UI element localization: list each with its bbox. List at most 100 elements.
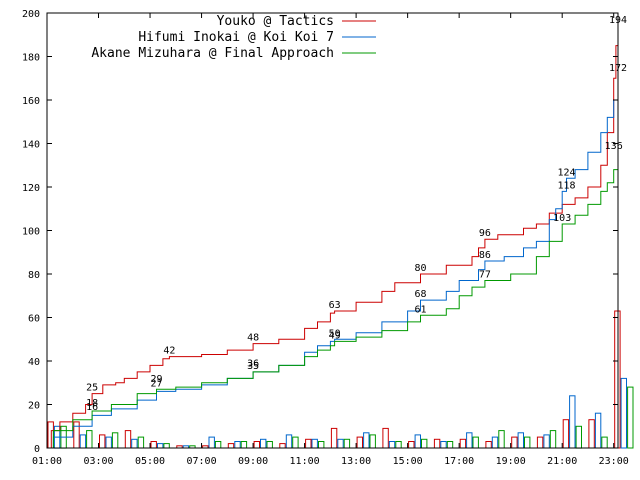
hourly-bar <box>620 377 627 449</box>
x-tick-label: 21:00 <box>547 456 577 467</box>
hourly-bar <box>47 421 54 449</box>
hourly-bar <box>498 430 505 449</box>
x-tick-label: 17:00 <box>444 456 474 467</box>
point-label: 136 <box>605 141 623 152</box>
hourly-bar <box>253 441 261 449</box>
plot-frame <box>46 12 619 449</box>
series-line-2 <box>47 73 619 449</box>
hourly-bar <box>124 430 132 449</box>
hourly-bar <box>86 430 93 449</box>
hourly-bar <box>575 425 582 449</box>
hourly-bar <box>227 443 235 449</box>
x-tick-label: 13:00 <box>341 456 371 467</box>
y-tick-label: 100 <box>22 227 40 238</box>
hourly-bar <box>234 441 241 449</box>
hourly-bar <box>421 438 428 449</box>
hourly-bar <box>459 438 467 449</box>
y-tick-label: 180 <box>22 53 40 64</box>
hourly-bar <box>240 441 248 449</box>
legend-label: Youko @ Tactics <box>217 14 334 29</box>
point-label: 96 <box>479 228 491 239</box>
x-tick-label: 11:00 <box>290 456 320 467</box>
hourly-bar <box>208 436 215 449</box>
hourly-bar <box>433 438 441 449</box>
y-tick-label: 0 <box>34 444 40 455</box>
hourly-bar <box>601 436 608 449</box>
point-label: 68 <box>414 289 426 300</box>
x-tick-label: 01:00 <box>32 456 62 467</box>
hourly-bar <box>414 434 422 449</box>
hourly-bar <box>356 436 364 449</box>
series-line-3 <box>47 152 619 449</box>
hourly-bar <box>491 436 499 449</box>
hourly-bar <box>214 441 222 449</box>
legend-label: Akane Mizuhara @ Final Approach <box>91 46 334 61</box>
hourly-bar <box>105 436 112 449</box>
hourly-bar <box>627 386 634 449</box>
hourly-bar <box>163 443 170 449</box>
point-label: 80 <box>414 263 426 274</box>
hourly-bar <box>157 443 164 449</box>
y-tick-label: 20 <box>28 401 40 412</box>
hourly-bar <box>305 438 312 449</box>
y-tick-label: 60 <box>28 314 40 325</box>
point-label: 86 <box>479 250 491 261</box>
hourly-bar <box>266 441 273 449</box>
x-tick-label: 07:00 <box>187 456 217 467</box>
hourly-bar <box>549 430 557 449</box>
x-tick-label: 19:00 <box>496 456 526 467</box>
hourly-bar <box>485 441 492 449</box>
x-tick-label: 09:00 <box>238 456 268 467</box>
y-tick-label: 40 <box>28 357 40 368</box>
point-label: 36 <box>247 359 259 370</box>
hourly-bar <box>330 427 338 449</box>
hourly-bar <box>524 436 531 449</box>
point-label: 42 <box>163 346 175 357</box>
x-tick-label: 05:00 <box>135 456 165 467</box>
y-tick-label: 140 <box>22 140 40 151</box>
hourly-bar <box>137 436 145 449</box>
hourly-bar <box>343 438 351 449</box>
point-label: 16 <box>86 402 98 413</box>
y-tick-label: 160 <box>22 96 40 107</box>
y-tick-label: 80 <box>28 270 40 281</box>
axes: 0 20 40 60 80 100 120 140 160 180 200 01:00 03:00 05:… <box>22 9 629 467</box>
hourly-bar <box>369 434 376 449</box>
hourly-bar <box>446 441 454 449</box>
hourly-bar <box>382 427 389 449</box>
point-label: 29 <box>150 374 162 385</box>
point-label: 49 <box>329 330 341 341</box>
hourly-bar <box>260 438 267 449</box>
plot-area: 2542486380961941829365068861241721627354… <box>47 15 634 449</box>
point-label: 61 <box>414 304 426 315</box>
hourly-bar <box>395 441 402 449</box>
hourly-bar <box>311 438 318 449</box>
point-label: 63 <box>329 300 341 311</box>
hourly-bar <box>472 436 479 449</box>
hourly-bar <box>388 441 396 449</box>
hourly-bar <box>511 436 518 449</box>
y-tick-label: 200 <box>22 9 40 20</box>
hourly-bar <box>408 441 415 449</box>
hourly-bar <box>543 434 550 449</box>
series-line-1 <box>47 26 619 449</box>
hourly-bar <box>440 441 447 449</box>
y-tick-label: 120 <box>22 183 40 194</box>
point-label: 18 <box>86 398 98 409</box>
hourly-bar <box>466 432 473 449</box>
point-label: 124 <box>557 167 575 178</box>
hourly-bar <box>588 419 595 449</box>
hourly-bar <box>318 441 325 449</box>
hourly-bar <box>150 441 157 449</box>
x-tick-label: 03:00 <box>83 456 113 467</box>
hourly-bar <box>562 419 570 449</box>
hourly-bar <box>131 438 138 449</box>
x-tick-label: 15:00 <box>393 456 423 467</box>
hourly-bar <box>99 434 106 449</box>
point-label: 25 <box>86 383 98 394</box>
point-label: 118 <box>557 180 575 191</box>
hourly-bar <box>594 412 602 449</box>
hourly-bar <box>569 395 576 449</box>
